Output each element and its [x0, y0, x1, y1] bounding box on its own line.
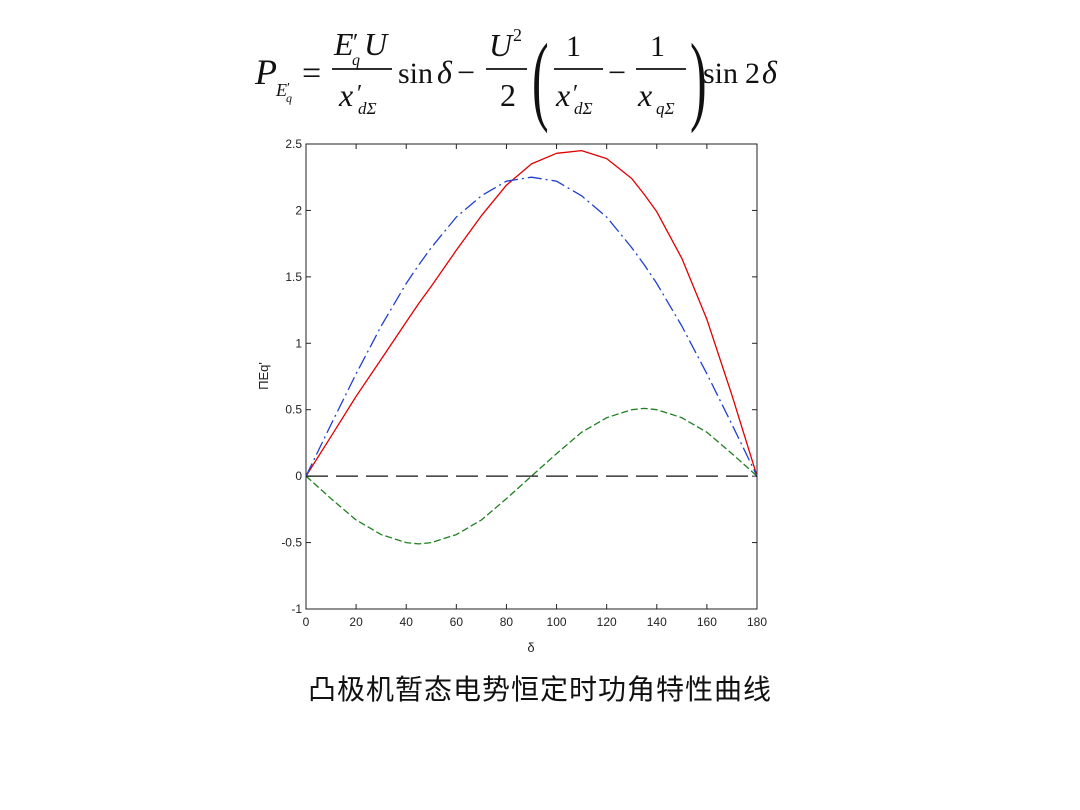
formula-t1-num-q: q: [352, 52, 360, 69]
x-tick-label: 160: [697, 615, 717, 629]
x-axis-label: δ: [527, 640, 534, 655]
formula-sin1: sin: [398, 57, 433, 90]
formula-sin2: sin: [703, 57, 738, 90]
power-angle-formula: P E ′ q = E ′ q U x ′ dΣ sin δ − U 2 2 (…: [254, 25, 778, 135]
formula-delta2: δ: [762, 54, 778, 90]
y-tick-label: 2: [295, 203, 302, 217]
formula-t1-den-x: x: [338, 77, 353, 113]
formula-minus: −: [457, 54, 475, 90]
x-tick-label: 140: [647, 615, 667, 629]
formula-p1-den-x: x: [555, 77, 570, 113]
y-tick-label: 0.5: [285, 403, 302, 417]
formula-paren-close: ): [690, 25, 707, 135]
y-tick-label: 1: [295, 336, 302, 350]
y-tick-label: 1.5: [285, 270, 302, 284]
formula-t1-num-u: U: [364, 26, 389, 62]
y-axis-label: ΠEq': [256, 362, 271, 390]
series-line-green: [305, 407, 758, 545]
axis-ticks: 0 20 40 60 80 100 120 140 160 180 -1 -0.5 0 0.5 1 1.5 2 2…: [281, 137, 767, 629]
series-line-red: [305, 149, 758, 477]
formula-p1-den-prime: ′: [573, 81, 578, 107]
formula-lhs-sub-q: q: [286, 91, 292, 105]
formula-paren-open: (: [532, 25, 549, 135]
formula-lhs-p: P: [254, 52, 277, 92]
formula-p2-den-x: x: [637, 77, 652, 113]
formula-p2-num: 1: [650, 30, 665, 63]
formula-lhs-sub-prime: ′: [287, 81, 290, 96]
x-tick-label: 60: [450, 615, 464, 629]
formula-t2-num-u: U: [489, 27, 514, 63]
formula-p2-den-sub: qΣ: [656, 99, 675, 118]
y-tick-label: -1: [291, 602, 302, 616]
series-line-blue: [305, 176, 758, 477]
formula-t1-den-sub: dΣ: [358, 99, 377, 118]
x-tick-label: 120: [597, 615, 617, 629]
y-tick-label: 0: [295, 469, 302, 483]
x-tick-label: 0: [303, 615, 310, 629]
x-tick-label: 100: [547, 615, 567, 629]
x-tick-label: 180: [747, 615, 767, 629]
formula-p1-den-sub: dΣ: [574, 99, 593, 118]
formula-equals: =: [302, 55, 321, 92]
formula-delta1: δ: [437, 54, 453, 90]
formula-t1-num-prime: ′: [353, 30, 358, 56]
series-layer: [305, 149, 758, 545]
plot-frame: [305, 143, 758, 610]
formula-t2-num-sup: 2: [513, 25, 522, 45]
formula-minus2: −: [608, 54, 626, 90]
formula-t2-den: 2: [500, 77, 516, 113]
formula-two: 2: [745, 57, 760, 90]
formula-lhs-sub-e: E: [275, 80, 287, 100]
chart-caption: 凸极机暂态电势恒定时功角特性曲线: [307, 673, 772, 706]
formula-p1-num: 1: [566, 30, 581, 63]
y-tick-label: -0.5: [281, 536, 302, 550]
formula-t1-den-prime: ′: [357, 81, 362, 107]
x-tick-label: 20: [349, 615, 363, 629]
power-angle-chart: 0 20 40 60 80 100 120 140 160 180 -1 -0.5 0 0.5 1 1.5 2 2…: [256, 137, 767, 655]
formula-t1-num-e: E: [333, 26, 354, 62]
y-tick-label: 2.5: [285, 137, 302, 151]
x-tick-label: 80: [500, 615, 514, 629]
x-tick-label: 40: [400, 615, 414, 629]
